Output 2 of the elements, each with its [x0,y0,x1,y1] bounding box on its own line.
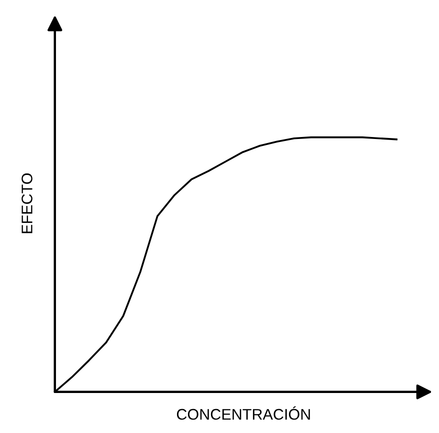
y-axis-title: EFECTO [22,173,32,234]
x-axis-title: CONCENTRACIÓN [176,406,310,420]
